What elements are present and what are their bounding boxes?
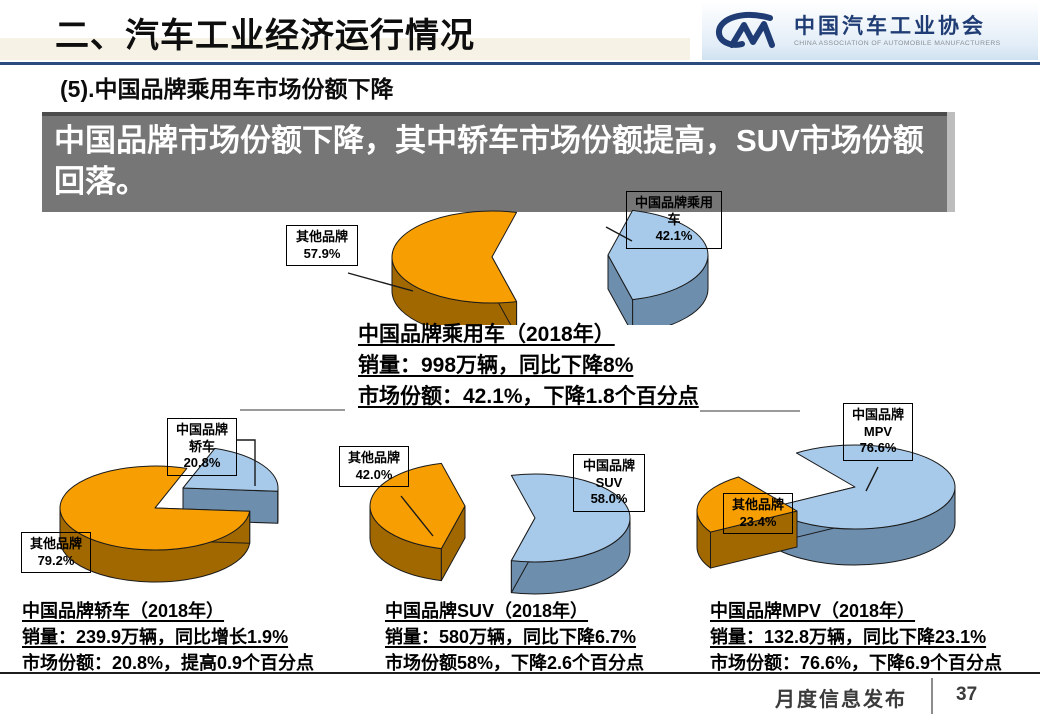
footer-rule [0,672,1040,674]
slice-label: 其他品牌 [347,450,400,465]
chart-passenger: 其他品牌 57.9% 中国品牌乘用车 42.1% [280,185,750,325]
pie-chart-sedan-icon [59,439,279,583]
chart-sedan: 中国品牌轿车 20.8% 其他品牌 79.2% [15,408,345,603]
pie-chart-suv-icon [369,462,631,595]
footer-divider [931,678,933,714]
slice-pct: 42.0% [355,466,393,482]
highlight-line-2: 回落。 [54,163,147,199]
highlight-line-1: 中国品牌市场份额下降，其中轿车市场份额提高，SUV市场份额 [54,123,924,158]
logo-name-cn: 中国汽车工业协会 [794,14,986,38]
caption-title: 中国品牌乘用车（2018年） [358,323,615,346]
caam-logo-icon [716,12,775,48]
caption-share: 市场份额58%，下降2.6个百分点 [385,652,645,673]
slice-pct: 58.0% [590,491,628,507]
page-number: 37 [956,684,978,705]
chart-caption-suv: 中国品牌SUV（2018年） 销量：580万辆，同比下降6.7% 市场份额58%… [385,601,644,679]
caption-title: 中国品牌轿车（2018年） [22,601,225,621]
caption-title: 中国品牌SUV（2018年） [385,601,589,621]
chart-caption-mpv: 中国品牌MPV（2018年） 销量：132.8万辆，同比下降23.1% 市场份额… [710,601,1002,679]
divider-segment-left [240,409,345,411]
slice-label: 中国品牌SUV [582,458,635,490]
logo: 中国汽车工业协会 CHINA ASSOCIATION OF AUTOMOBILE… [702,2,1038,60]
caption-title: 中国品牌MPV（2018年） [710,601,916,621]
pie-chart-passenger-icon [347,209,709,325]
slice-pct: 23.4% [739,513,777,529]
highlight-box: 中国品牌市场份额下降，其中轿车市场份额提高，SUV市场份额 回落。 [42,112,947,212]
slice-pct: 57.9% [303,245,341,261]
label-box-other: 其他品牌 42.0% [339,446,409,488]
slice-label: 中国品牌MPV [851,407,904,439]
slice-pct: 20.8% [183,455,221,471]
divider-segment-right [700,410,800,412]
caption-share: 市场份额：76.6%，下降6.9个百分点 [710,652,1003,673]
label-box-china: 中国品牌SUV 58.0% [573,454,645,512]
caption-sales: 销量：580万辆，同比下降6.7% [385,626,637,647]
page-title: 二、汽车工业经济运行情况 [55,17,475,55]
header-rule [0,62,1040,65]
pie-chart-mpv-icon [696,444,956,569]
caption-sales: 销量：132.8万辆，同比下降23.1% [710,626,987,647]
chart-caption-sedan: 中国品牌轿车（2018年） 销量：239.9万辆，同比增长1.9% 市场份额：2… [22,601,314,679]
slice-label: 其他品牌 [731,497,784,512]
chart-mpv: 中国品牌MPV 76.6% 其他品牌 23.4% [690,395,1040,605]
label-box-china: 中国品牌乘用车 42.1% [626,191,722,249]
slice-label: 其他品牌 [295,229,348,244]
caption-sales: 销量：239.9万辆，同比增长1.9% [22,626,289,647]
caption-sales: 销量：998万辆，同比下降8% [358,353,634,377]
chart-caption-passenger: 中国品牌乘用车（2018年） 销量：998万辆，同比下降8% 市场份额：42.1… [358,322,699,415]
slide-subtitle: (5).中国品牌乘用车市场份额下降 [60,76,394,102]
label-box-other: 其他品牌 79.2% [21,532,91,574]
label-box-china: 中国品牌轿车 20.8% [167,418,237,476]
footer-label: 月度信息发布 [775,689,907,711]
slice-label: 其他品牌 [29,536,82,551]
label-box-other: 其他品牌 23.4% [723,493,793,535]
chart-suv: 其他品牌 42.0% 中国品牌SUV 58.0% [335,440,680,600]
title-background-band [0,38,690,60]
slice-pct: 79.2% [37,552,75,568]
slice-label: 中国品牌乘用车 [634,195,713,227]
slice-label: 中国品牌轿车 [175,422,228,454]
caption-share: 市场份额：42.1%，下降1.8个百分点 [358,384,699,408]
logo-name-en: CHINA ASSOCIATION OF AUTOMOBILE MANUFACT… [794,40,1001,48]
label-box-other: 其他品牌 57.9% [286,225,358,267]
slice-pct: 42.1% [655,228,693,244]
slice-pct: 76.6% [859,440,897,456]
label-box-china: 中国品牌MPV 76.6% [843,403,913,461]
caption-share: 市场份额：20.8%，提高0.9个百分点 [22,652,315,673]
